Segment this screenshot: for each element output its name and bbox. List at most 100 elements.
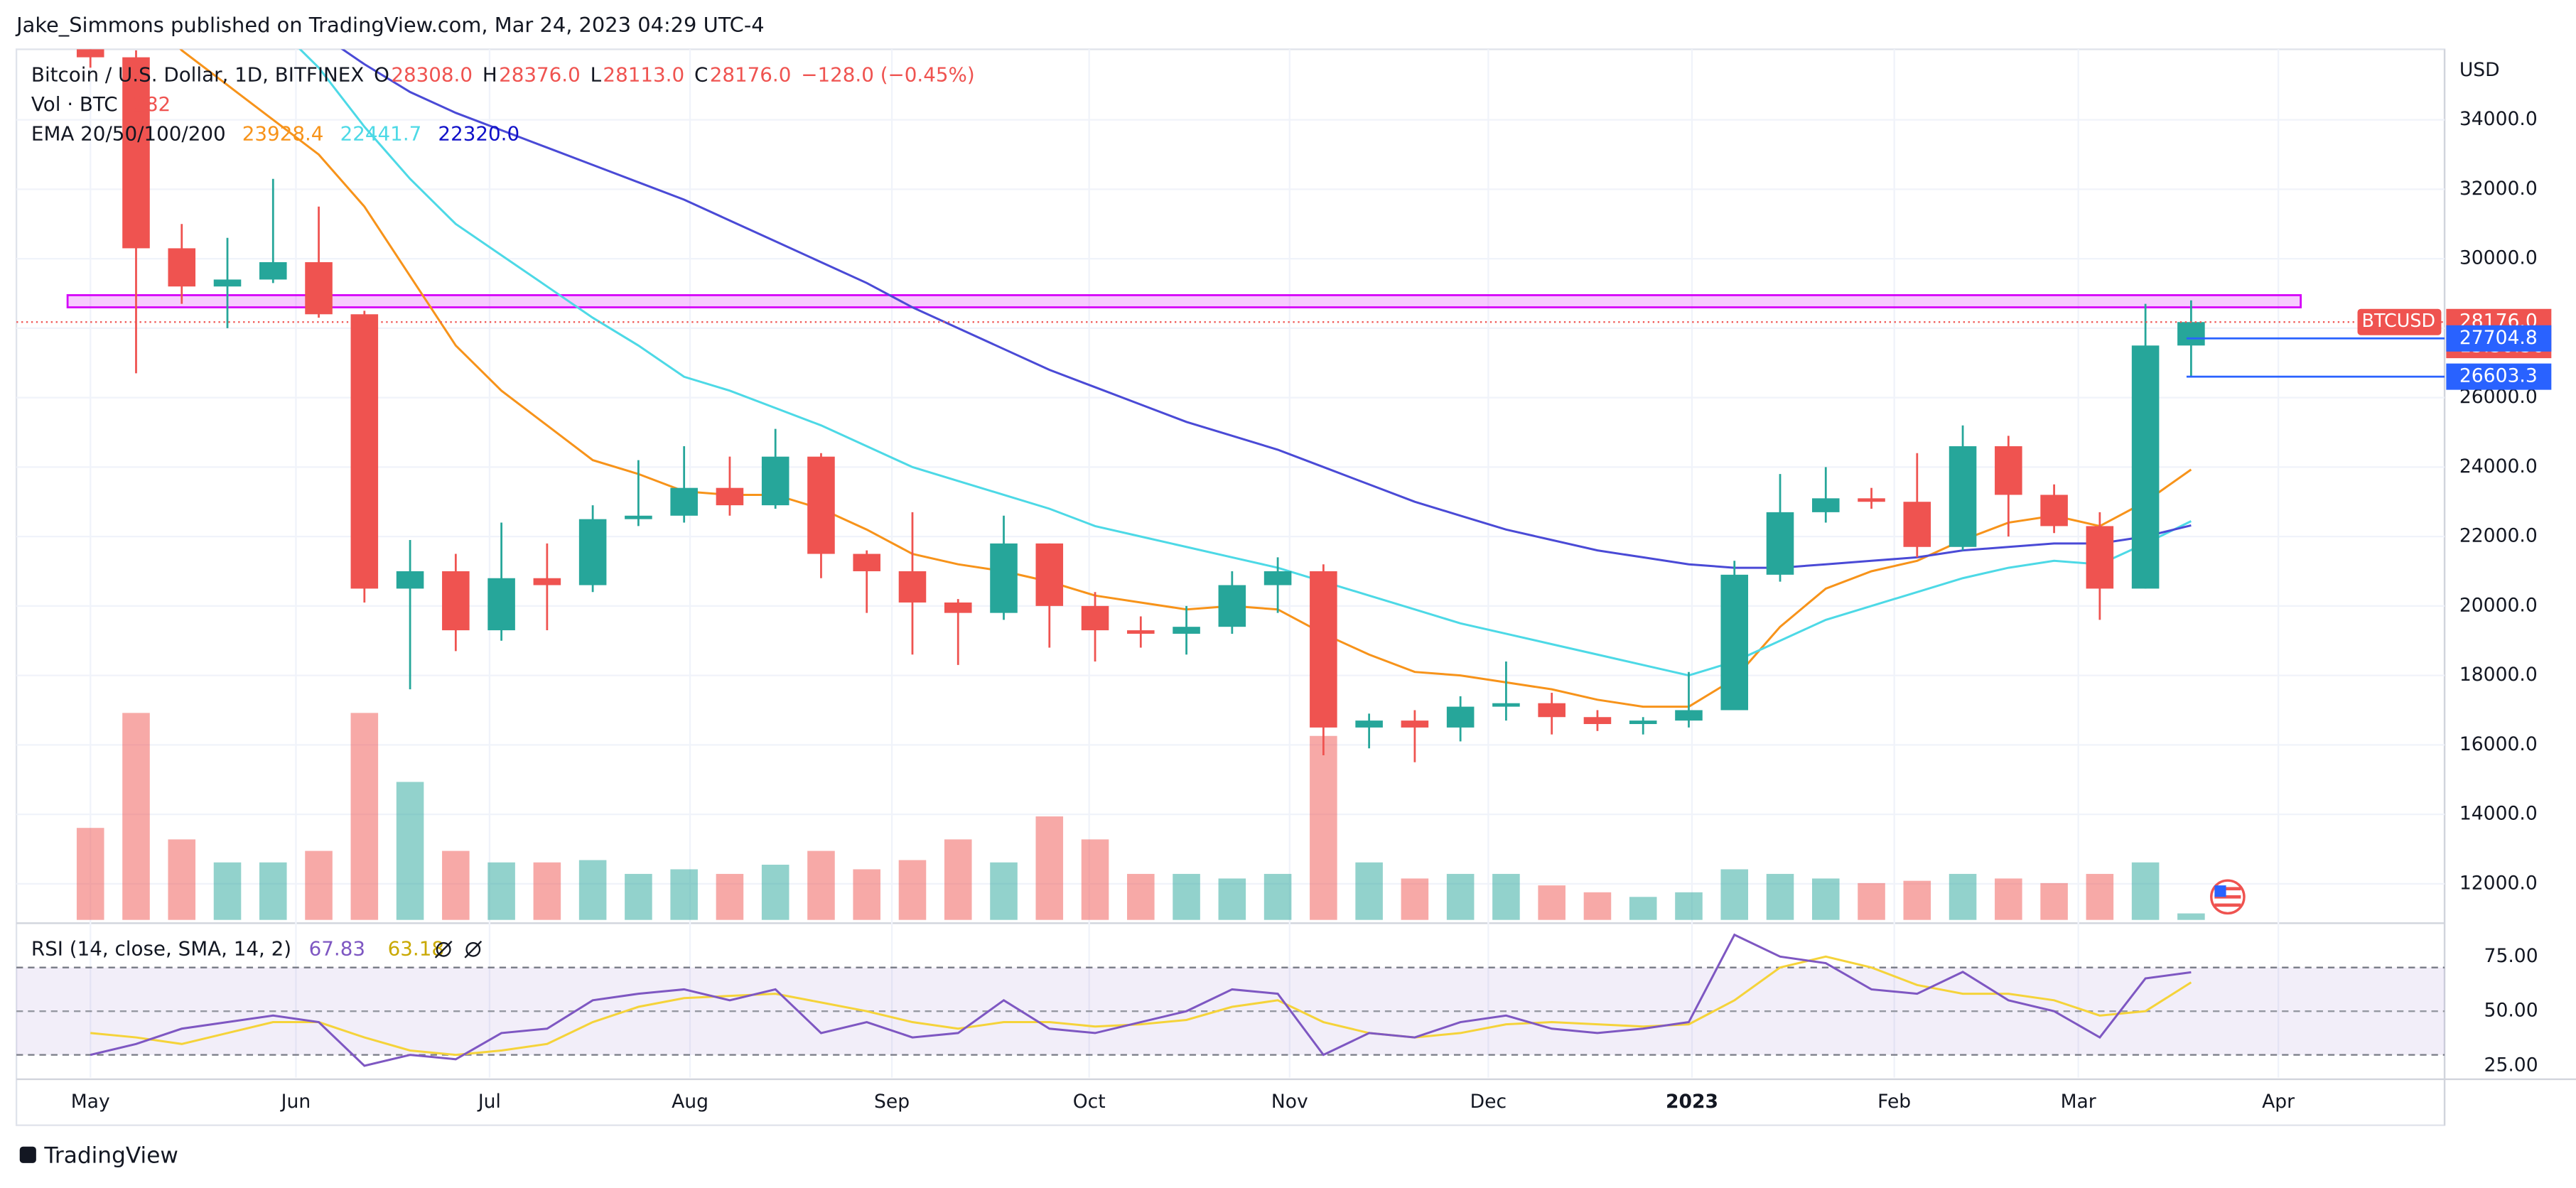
ema-line (340, 49, 2192, 569)
rsi-tick-label: 25.00 (2484, 1054, 2538, 1076)
candle-body (1675, 710, 1703, 721)
x-tick-label: May (71, 1091, 110, 1113)
volume-bar (1081, 839, 1109, 920)
volume-bar (578, 860, 607, 920)
volume-bar (1173, 873, 1200, 920)
y-tick-label: 18000.0 (2459, 664, 2538, 686)
volume-bar (944, 839, 972, 920)
y-tick-label: 24000.0 (2459, 455, 2538, 477)
volume-bar (168, 839, 196, 920)
candle-body (122, 57, 150, 249)
volume-bar (853, 869, 880, 920)
x-tick-label: Dec (1470, 1091, 1507, 1113)
y-tick-label: 30000.0 (2459, 247, 2538, 269)
volume-bar (1492, 873, 1520, 920)
ema-value: 23928.4 (242, 122, 324, 146)
volume-pane (76, 713, 2205, 920)
price-pane (16, 49, 2445, 762)
candle-body (1127, 630, 1155, 634)
candle-body (76, 49, 104, 58)
x-tick-label: Mar (2061, 1091, 2096, 1113)
volume-bar (76, 828, 104, 920)
volume-bar (396, 782, 424, 920)
footer-text: TradingView (43, 1143, 178, 1169)
volume-bar (1583, 892, 1612, 920)
candle-body (1583, 717, 1612, 725)
flag-stripe (2214, 887, 2241, 891)
logo-icon (19, 1146, 36, 1163)
volume-bar (213, 862, 242, 920)
volume-bar (1995, 878, 2022, 920)
symbol-tag-bg (2357, 308, 2442, 335)
rsi-line (90, 933, 2192, 1067)
candle-body (1081, 605, 1109, 631)
candle-body (670, 487, 698, 516)
candle-body (1903, 502, 1931, 547)
ohlc-prefix: C (694, 63, 708, 86)
volume-bar (1629, 897, 1657, 920)
candle-body (487, 578, 515, 631)
x-tick-label: Nov (1271, 1091, 1308, 1113)
candle-body (1263, 571, 1292, 585)
volume-bar (1035, 816, 1064, 920)
rsi-sma-value: 63.18 (388, 936, 444, 960)
volume-bar (1446, 873, 1475, 920)
candle-body (898, 571, 927, 603)
eye-icon-slash (434, 940, 453, 958)
candle-body (350, 314, 379, 589)
candle-body (1720, 574, 1749, 711)
ohlc-value: 28113.0 (603, 63, 684, 86)
rsi-value: 67.83 (309, 936, 365, 960)
y-tick-label: 20000.0 (2459, 594, 2538, 616)
flag-stripe (2214, 895, 2241, 899)
x-tick-label: Aug (672, 1091, 708, 1113)
candle-body (396, 571, 424, 589)
ohlc-value: 28376.0 (499, 63, 581, 86)
volume-bar (1401, 878, 1429, 920)
volume-bar (1538, 885, 1565, 920)
candle-body (578, 519, 607, 585)
volume-bar (761, 864, 789, 920)
volume-bar (1858, 882, 1885, 920)
candle-body (853, 554, 880, 571)
volume-bar (1127, 873, 1155, 920)
ema-label: EMA 20/50/100/200 (31, 122, 226, 146)
volume-bar (487, 862, 515, 920)
legend: Bitcoin / U.S. Dollar, 1D, BITFINEX Vol … (31, 63, 975, 960)
candle-body (259, 261, 287, 280)
volume-bar (1766, 873, 1794, 920)
volume-bar (1811, 878, 1840, 920)
axes: 12000.0 14000.0 16000.0 18000.0 20000.0 22000… (71, 108, 2552, 1113)
price-line-tag-bg (2446, 325, 2552, 352)
candle-body (807, 456, 835, 554)
ema-value: 22320.0 (438, 122, 519, 146)
rsi-tick-label: 75.00 (2484, 945, 2538, 967)
candle-body (2177, 322, 2205, 346)
candle-body (305, 261, 333, 315)
volume-bar (259, 862, 287, 920)
y-tick-label: 34000.0 (2459, 108, 2538, 130)
rsi-label: RSI (14, close, SMA, 14, 2) (31, 936, 291, 960)
volume-bar (305, 850, 333, 920)
candle-body (1492, 703, 1520, 707)
candle-body (168, 248, 196, 287)
price-line-tag: 26603.3 (2459, 365, 2538, 387)
volume-bar (350, 713, 379, 920)
rsi-tick-label: 50.00 (2484, 1000, 2538, 1022)
volume-bar (1903, 880, 1931, 920)
candle-body (2131, 345, 2160, 589)
volume-bar (807, 850, 835, 920)
candle-body (1538, 703, 1565, 718)
candle-body (1310, 571, 1337, 728)
candle-body (1995, 446, 2022, 495)
volume-value: 282 (133, 92, 171, 116)
volume-bar (1355, 862, 1383, 920)
candle-body (1858, 498, 1885, 502)
price-line-tag: 27704.8 (2459, 327, 2538, 349)
x-tick-label: Jul (477, 1091, 501, 1113)
candle-body (716, 487, 744, 506)
candle-body (213, 279, 242, 287)
eye-icon (436, 941, 451, 957)
price-line-tag-bg (2446, 363, 2552, 390)
